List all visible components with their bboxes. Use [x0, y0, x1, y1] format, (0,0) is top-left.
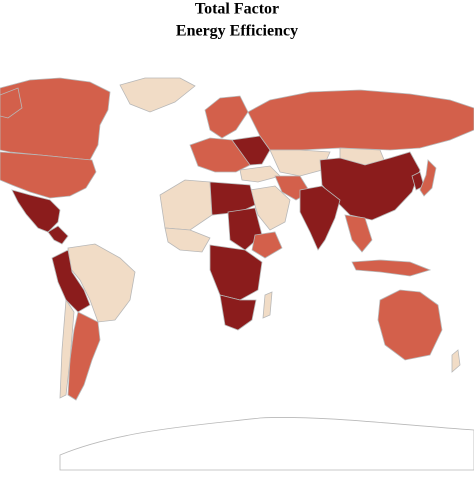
- argentina: [67, 311, 101, 401]
- russia: [247, 89, 474, 151]
- india: [299, 185, 341, 251]
- southern-africa: [219, 294, 257, 331]
- central-africa: [209, 244, 263, 301]
- countries: [0, 77, 474, 471]
- title-line: Total Factor: [195, 1, 279, 18]
- antarctica: [59, 417, 474, 471]
- west-africa: [164, 227, 211, 253]
- mexico: [11, 189, 61, 233]
- chile: [59, 298, 75, 399]
- madagascar: [262, 291, 273, 319]
- greenland: [119, 77, 196, 113]
- indonesia: [351, 259, 432, 277]
- usa: [0, 151, 97, 199]
- scandinavia: [204, 95, 249, 139]
- eastern-europe: [231, 135, 271, 166]
- north-africa-east: [209, 181, 256, 216]
- turkey: [239, 165, 281, 183]
- canada: [0, 77, 111, 161]
- alaska: [0, 87, 23, 119]
- australia: [377, 289, 443, 361]
- central-america: [47, 225, 69, 245]
- north-africa-west: [159, 179, 213, 231]
- title-line: Energy Efficiency: [176, 23, 298, 40]
- brazil: [67, 243, 136, 323]
- andes: [51, 249, 91, 313]
- ethiopia: [251, 231, 283, 259]
- arabia: [249, 185, 291, 231]
- japan: [419, 159, 437, 197]
- southeast-asia: [344, 214, 373, 253]
- new-zealand: [451, 349, 461, 373]
